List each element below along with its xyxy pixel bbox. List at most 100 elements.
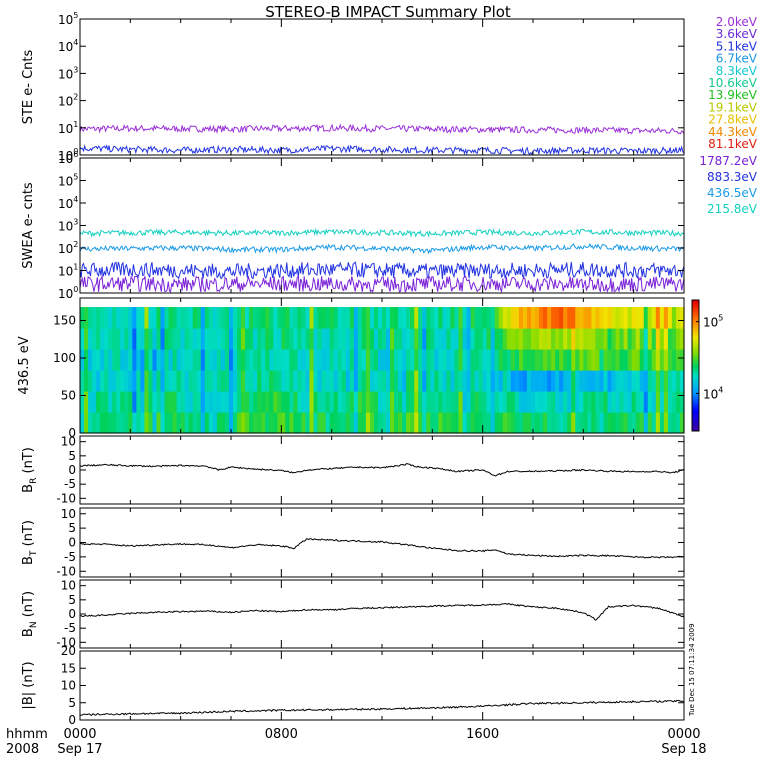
- pad-cell: [80, 307, 85, 329]
- pad-cell: [337, 349, 343, 371]
- pad-cell: [418, 328, 423, 350]
- pad-cell: [583, 307, 588, 329]
- pad-cell: [454, 349, 460, 371]
- pad-cell: [619, 391, 625, 413]
- pad-cell: [442, 328, 448, 350]
- colorbar-cell: [692, 418, 699, 422]
- pad-cell: [482, 391, 488, 413]
- pad-cell: [249, 412, 254, 434]
- y-tick-label: 0: [68, 607, 76, 621]
- pad-cell: [164, 328, 170, 350]
- pad-cell: [160, 370, 166, 392]
- pad-cell: [184, 307, 190, 329]
- pad-cell: [88, 307, 93, 329]
- pad-cell: [398, 370, 403, 392]
- pad-cell: [539, 349, 544, 371]
- pad-cell: [148, 328, 154, 350]
- pad-cell: [486, 391, 492, 413]
- pad-cell: [84, 328, 89, 350]
- pad-cell: [398, 391, 403, 413]
- pad-cell: [454, 370, 460, 392]
- pad-cell: [567, 349, 572, 371]
- pad-cell: [615, 307, 621, 329]
- pad-cell: [329, 349, 335, 371]
- colorbar-cell: [692, 404, 699, 407]
- legend-entry: 19.1keV: [708, 100, 758, 114]
- pad-cell: [663, 328, 669, 350]
- pad-cell: [518, 370, 524, 392]
- pad-cell: [446, 412, 452, 434]
- pad-cell: [382, 370, 387, 392]
- pad-cell: [144, 391, 150, 413]
- colorbar-cell: [692, 355, 699, 358]
- pad-cell: [530, 412, 536, 434]
- pad-cell: [120, 412, 125, 434]
- pad-cell: [208, 307, 214, 329]
- y-tick-label: 5: [68, 696, 76, 710]
- pad-cell: [410, 349, 415, 371]
- pad-cell: [220, 328, 226, 350]
- y-tick-label: 0: [68, 426, 76, 440]
- pad-cell: [216, 307, 222, 329]
- pad-cell: [615, 370, 621, 392]
- pad-cell: [148, 349, 154, 371]
- pad-cell: [426, 349, 431, 371]
- pad-cell: [579, 412, 584, 434]
- pad-cell: [599, 307, 605, 329]
- pad-cell: [675, 307, 681, 329]
- legend-entry: 6.7keV: [716, 52, 758, 66]
- pad-cell: [619, 307, 625, 329]
- pad-cell: [132, 349, 137, 371]
- pad-cell: [643, 370, 649, 392]
- pad-cell: [535, 412, 540, 434]
- pad-cell: [450, 370, 456, 392]
- pad-cell: [88, 412, 93, 434]
- colorbar-cell: [692, 375, 699, 379]
- pad-cell: [418, 307, 423, 329]
- pad-cell: [514, 328, 520, 350]
- series-line-swea-2: [79, 261, 685, 280]
- pad-cell: [675, 412, 681, 434]
- pad-cell: [458, 391, 464, 413]
- legend-entry: 3.6keV: [716, 27, 758, 41]
- pad-cell: [80, 412, 85, 434]
- pad-cell: [305, 307, 311, 329]
- pad-cell: [547, 349, 552, 371]
- pad-cell: [518, 412, 524, 434]
- colorbar-cell: [692, 320, 699, 324]
- pad-cell: [579, 370, 584, 392]
- pad-cell: [514, 307, 520, 329]
- pad-cell: [394, 370, 399, 392]
- y-tick-label: 150: [53, 314, 76, 328]
- pad-cell: [257, 349, 262, 371]
- pad-cell: [140, 307, 146, 329]
- pad-cell: [241, 349, 246, 371]
- pad-cell: [329, 391, 335, 413]
- y-tick-label: 50: [61, 389, 76, 403]
- pad-cell: [462, 412, 468, 434]
- pad-cell: [273, 412, 278, 434]
- pad-cell: [543, 307, 548, 329]
- ste-energy-legend: 2.0keV3.6keV5.1keV6.7keV8.3keV10.6keV13.…: [708, 15, 758, 151]
- colorbar-cell: [692, 400, 699, 403]
- pad-cell: [269, 391, 274, 413]
- pad-cell: [627, 349, 633, 371]
- pad-cell: [406, 349, 411, 371]
- pad-cell: [611, 328, 617, 350]
- panel-swea: 100 101 102 103 104 105 106 SWEA e- cnts: [21, 150, 685, 301]
- pad-cell: [619, 370, 625, 392]
- panel-pad: 104 105 0 50 100 150 436.5 eV: [17, 297, 723, 440]
- pad-cell: [675, 370, 681, 392]
- pad-cell: [567, 412, 572, 434]
- pad-cell: [168, 307, 174, 329]
- pad-cell: [651, 349, 657, 371]
- pad-cell: [655, 370, 661, 392]
- pad-cell: [309, 307, 315, 329]
- pad-cell: [402, 370, 407, 392]
- pad-cell: [510, 391, 516, 413]
- pad-cell: [414, 307, 419, 329]
- pad-cell: [438, 328, 443, 350]
- colorbar-cell: [692, 396, 699, 399]
- pad-cell: [152, 412, 158, 434]
